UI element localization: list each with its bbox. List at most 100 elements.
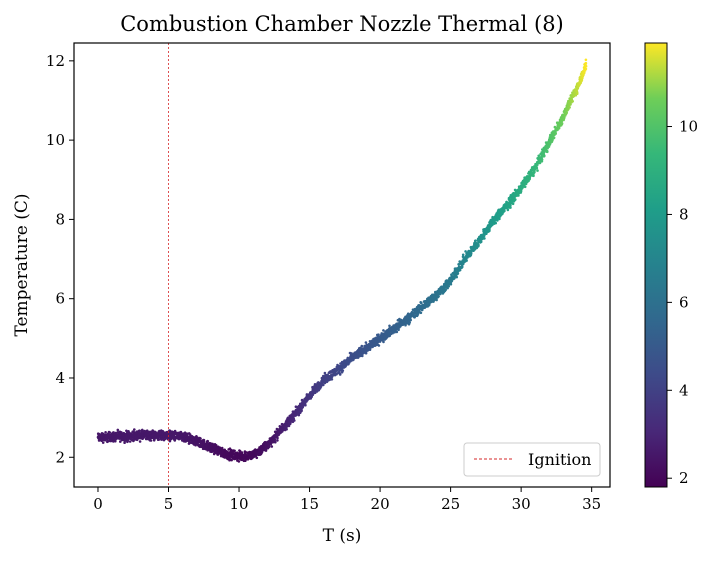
- scatter-point: [138, 440, 142, 443]
- colorbar-ticks: 2 4 6 8 10: [667, 118, 698, 487]
- scatter-point: [322, 383, 325, 387]
- scatter-point: [449, 282, 453, 286]
- scatter-point: [494, 221, 498, 225]
- scatter-point: [510, 200, 514, 204]
- scatter-point: [460, 265, 464, 269]
- scatter-point: [206, 439, 209, 443]
- scatter-point: [395, 330, 399, 334]
- x-tick-label: 15: [300, 495, 319, 513]
- scatter-point: [202, 438, 206, 442]
- scatter-point: [536, 169, 539, 172]
- scatter-point: [404, 323, 407, 327]
- scatter-point: [584, 58, 588, 62]
- scatter-point: [569, 103, 572, 106]
- scatter-point: [106, 439, 110, 443]
- scatter-point: [116, 428, 120, 432]
- scatter-point: [212, 452, 216, 456]
- scatter-point: [535, 166, 539, 170]
- scatter-point: [479, 240, 483, 244]
- scatter-point: [580, 78, 584, 82]
- scatter-point: [453, 276, 456, 280]
- scatter-point: [488, 229, 491, 232]
- scatter-point: [547, 145, 551, 148]
- scatter-point: [270, 445, 274, 448]
- y-axis: 2 4 6 8 10 12: [46, 52, 74, 466]
- scatter-point: [435, 298, 438, 302]
- scatter-point: [341, 369, 345, 372]
- x-tick-label: 30: [512, 495, 531, 513]
- y-tick-label: 6: [55, 290, 65, 308]
- scatter-point: [503, 209, 506, 213]
- scatter-point: [464, 250, 467, 253]
- scatter-point: [236, 458, 239, 461]
- scatter-point: [568, 106, 571, 109]
- scatter-point: [120, 431, 123, 434]
- scatter-point: [382, 329, 385, 332]
- colorbar-tick-label: 8: [679, 205, 689, 223]
- scatter-point: [498, 217, 501, 221]
- x-axis-label: T (s): [323, 526, 362, 546]
- scatter-point: [128, 440, 132, 443]
- scatter-point: [377, 333, 380, 337]
- scatter-point: [455, 275, 459, 279]
- y-axis-label: Temperature (C): [12, 193, 32, 336]
- scatter-point: [517, 194, 520, 197]
- y-tick-label: 10: [46, 131, 65, 149]
- scatter-point: [563, 116, 566, 119]
- scatter-point: [125, 429, 128, 433]
- scatter-point: [264, 449, 268, 452]
- scatter-point: [276, 439, 279, 442]
- scatter-point: [300, 409, 303, 413]
- x-tick-label: 10: [229, 495, 248, 513]
- plot-frame: [73, 42, 611, 488]
- scatter-point: [514, 198, 517, 201]
- scatter-point: [439, 292, 442, 296]
- scatter-point: [311, 393, 315, 397]
- chart-title: Combustion Chamber Nozzle Thermal (8): [120, 12, 564, 36]
- scatter-point: [542, 151, 546, 154]
- scatter-point: [511, 202, 515, 206]
- colorbar-tick-label: 4: [679, 381, 689, 399]
- scatter-point: [461, 253, 465, 257]
- scatter-point: [269, 443, 273, 446]
- scatter-point: [583, 71, 586, 75]
- legend-box: [463, 442, 601, 477]
- scatter-point: [119, 440, 122, 443]
- scatter-point: [575, 91, 579, 94]
- scatter-point: [483, 237, 486, 240]
- y-tick-label: 12: [46, 52, 65, 70]
- x-tick-label: 5: [164, 495, 174, 513]
- scatter-point: [149, 439, 153, 442]
- scatter-point: [255, 456, 259, 460]
- scatter-point: [123, 441, 126, 445]
- scatter-point: [323, 371, 327, 375]
- colorbar: 2 4 6 8 10: [644, 42, 698, 488]
- scatter-point: [273, 438, 277, 442]
- scatter-point: [285, 427, 288, 431]
- scatter-point: [397, 328, 400, 332]
- scatter-point: [233, 449, 236, 453]
- scatter-point: [393, 331, 396, 334]
- scatter-point: [238, 450, 242, 453]
- scatter-point: [474, 239, 477, 242]
- scatter-point: [552, 136, 556, 139]
- scatter-point: [477, 244, 480, 248]
- scatter-point: [199, 437, 202, 440]
- scatter-point: [382, 340, 385, 344]
- x-tick-label: 20: [371, 495, 390, 513]
- scatter-point: [560, 122, 564, 125]
- colorbar-gradient: [644, 42, 668, 488]
- scatter-point: [565, 111, 568, 114]
- scatter-point: [276, 436, 279, 440]
- scatter-point: [537, 154, 540, 158]
- scatter-point: [361, 354, 364, 358]
- scatter-point: [388, 324, 391, 328]
- scatter-point: [364, 341, 368, 344]
- scatter-point: [161, 430, 165, 433]
- scatter-point: [509, 206, 512, 209]
- scatter-point: [338, 373, 342, 376]
- scatter-point: [444, 288, 448, 292]
- scatter-point: [274, 440, 277, 444]
